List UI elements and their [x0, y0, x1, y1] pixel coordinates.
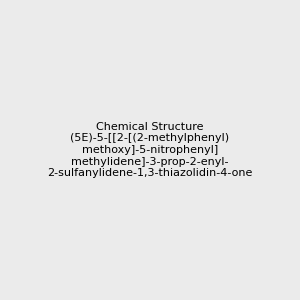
Text: Chemical Structure
(5E)-5-[[2-[(2-methylphenyl)
methoxy]-5-nitrophenyl]
methylid: Chemical Structure (5E)-5-[[2-[(2-methyl…	[47, 122, 253, 178]
